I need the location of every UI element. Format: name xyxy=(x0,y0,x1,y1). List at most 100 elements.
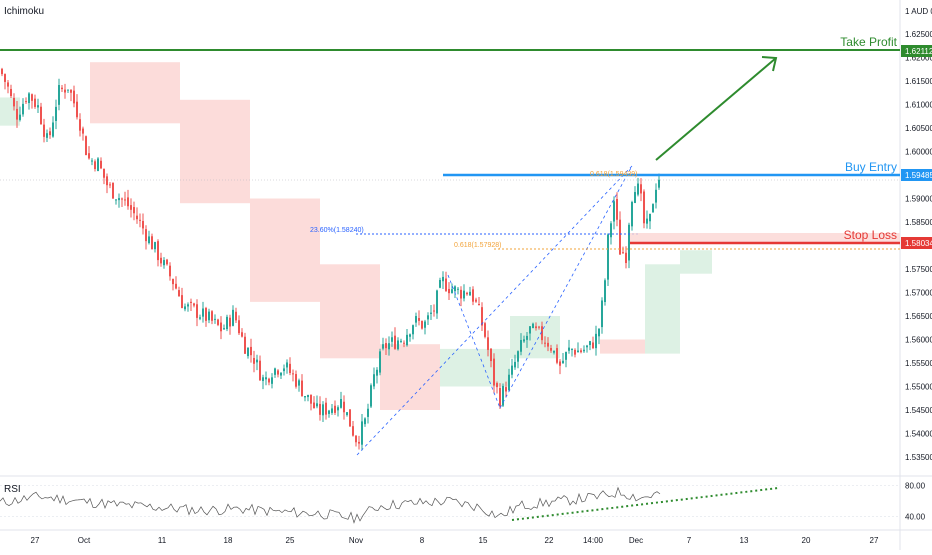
candle-down xyxy=(190,301,192,303)
candle-down xyxy=(484,323,486,337)
rsi-support-trendline xyxy=(511,487,779,521)
candle-down xyxy=(10,88,12,97)
ichimoku-cloud xyxy=(0,62,712,410)
candle-up xyxy=(469,291,471,296)
candle-up xyxy=(562,360,564,364)
candle-down xyxy=(241,332,243,337)
x-tick-label: 7 xyxy=(687,536,692,545)
candle-up xyxy=(457,288,459,290)
candle-down xyxy=(268,378,270,383)
candle-down xyxy=(499,387,501,407)
candle-up xyxy=(649,213,651,222)
candle-up xyxy=(637,183,639,195)
candle-up xyxy=(508,374,510,391)
candle-down xyxy=(472,289,474,302)
candle-up xyxy=(646,218,648,224)
rsi-tick-label: 80.00 xyxy=(905,482,926,491)
candle-up xyxy=(436,290,438,314)
y-tick-label: 1.62500 xyxy=(905,30,932,39)
candle-up xyxy=(442,276,444,282)
candle-down xyxy=(490,348,492,362)
indicator-label-rsi: RSI xyxy=(4,484,21,495)
candle-down xyxy=(103,168,105,178)
stop-loss-zone xyxy=(630,233,900,243)
candle-down xyxy=(244,336,246,354)
candle-down xyxy=(193,303,195,306)
candle-up xyxy=(523,339,525,342)
candle-up xyxy=(529,326,531,334)
candle-down xyxy=(541,326,543,341)
cloud-segment xyxy=(90,62,180,124)
candle-up xyxy=(532,323,534,329)
y-tick-label: 1.60500 xyxy=(905,124,932,133)
candle-down xyxy=(580,350,582,353)
cloud-segment xyxy=(320,264,380,359)
candle-down xyxy=(478,304,480,306)
candle-up xyxy=(373,374,375,387)
candle-down xyxy=(112,182,114,199)
candle-up xyxy=(427,315,429,320)
candle-up xyxy=(463,290,465,299)
candle-down xyxy=(643,191,645,224)
y-tick-label: 1.54500 xyxy=(905,406,932,415)
candle-down xyxy=(13,97,15,107)
candle-down xyxy=(106,176,108,186)
candle-down xyxy=(142,220,144,229)
candle-up xyxy=(271,377,273,384)
candle-down xyxy=(418,318,420,321)
candle-up xyxy=(115,199,117,201)
candle-down xyxy=(136,215,138,220)
y-tick-label: 1.55500 xyxy=(905,359,932,368)
x-tick-label: Oct xyxy=(78,536,91,545)
candle-down xyxy=(349,409,351,427)
candle-up xyxy=(628,224,630,261)
candle-up xyxy=(595,333,597,349)
x-tick-label: 22 xyxy=(545,536,554,545)
y-tick-label: 1.56500 xyxy=(905,312,932,321)
candle-up xyxy=(589,341,591,346)
candle-up xyxy=(307,394,309,398)
candle-up xyxy=(232,309,234,326)
candle-down xyxy=(16,108,18,120)
candle-up xyxy=(571,349,573,351)
candle-up xyxy=(337,407,339,411)
candle-up xyxy=(370,385,372,407)
candle-up xyxy=(322,404,324,416)
candle-down xyxy=(538,326,540,328)
y-tick-label: 1.59000 xyxy=(905,195,932,204)
candle-up xyxy=(202,308,204,317)
candle-down xyxy=(259,360,261,381)
candle-down xyxy=(175,283,177,289)
candle-down xyxy=(166,259,168,265)
take-profit-label: Take Profit xyxy=(840,35,897,49)
candle-up xyxy=(283,368,285,372)
candle-up xyxy=(397,340,399,350)
candle-down xyxy=(403,342,405,344)
fib-label-low: 0.618(1.57928) xyxy=(454,242,501,249)
candle-up xyxy=(601,300,603,328)
x-tick-label: 25 xyxy=(286,536,295,545)
take-profit-price: 1.62112 xyxy=(905,47,932,56)
candle-down xyxy=(622,252,624,254)
candle-down xyxy=(640,184,642,194)
candle-up xyxy=(517,351,519,362)
y-tick-label: 1.60000 xyxy=(905,148,932,157)
x-tick-label: 13 xyxy=(740,536,749,545)
candle-up xyxy=(208,311,210,321)
candle-up xyxy=(568,347,570,351)
candle-up xyxy=(376,369,378,376)
candle-down xyxy=(559,361,561,366)
candle-up xyxy=(388,343,390,350)
candle-up xyxy=(187,304,189,307)
stop-loss-price: 1.58034 xyxy=(905,239,932,248)
cloud-segment xyxy=(645,264,680,354)
candle-down xyxy=(220,322,222,332)
candle-up xyxy=(346,412,348,416)
candle-down xyxy=(295,374,297,387)
candle-down xyxy=(421,320,423,329)
candle-down xyxy=(235,311,237,321)
fib-label-top: 0.618(1.59439) xyxy=(590,171,637,178)
y-tick-label: 1.54000 xyxy=(905,430,932,439)
